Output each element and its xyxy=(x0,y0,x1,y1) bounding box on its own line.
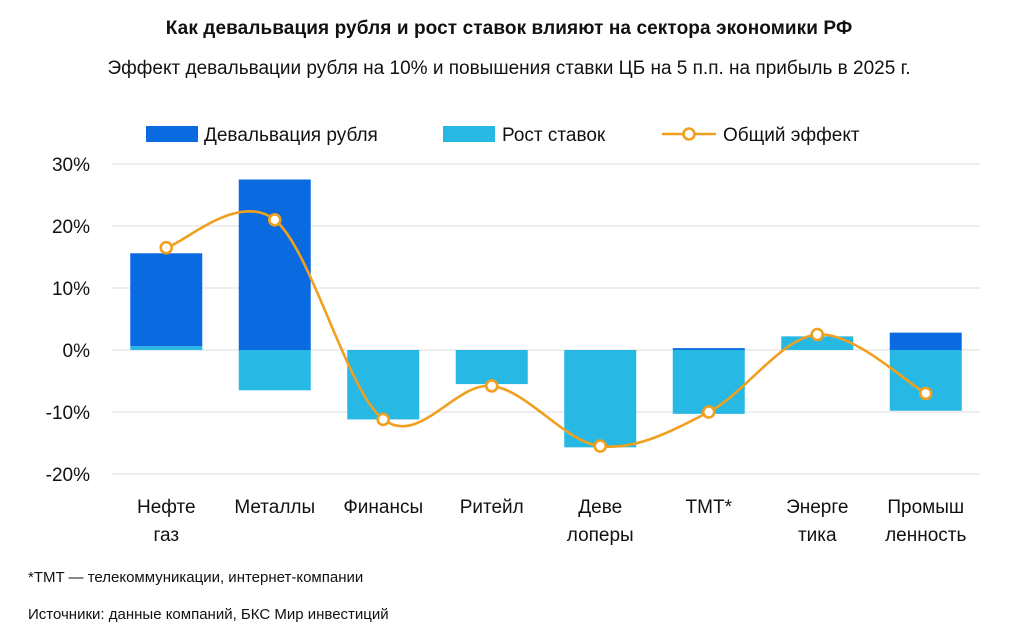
footnote-tmt: *TMT — телекоммуникации, интернет-компан… xyxy=(28,569,364,586)
legend-label-rates: Рост ставок xyxy=(502,125,606,146)
total-effect-point-3 xyxy=(376,412,391,427)
x-tick-label: Нефте xyxy=(137,497,196,518)
x-tick-label: Металлы xyxy=(234,497,315,518)
bars xyxy=(130,179,962,448)
x-tick-label: Промыш xyxy=(887,497,964,518)
legend-swatch-rates xyxy=(443,126,495,142)
x-tick-label: Финансы xyxy=(343,497,423,518)
bar-рост-ставок-2 xyxy=(238,350,311,391)
legend-swatch-devaluation xyxy=(146,126,198,142)
bar-рост-ставок-4 xyxy=(455,350,528,385)
total-effect-point-7 xyxy=(810,327,825,342)
legend: Девальвация рубля Рост ставок Общий эффект xyxy=(146,125,860,146)
total-effect-point-4 xyxy=(484,379,499,393)
x-tick-label: тика xyxy=(798,525,837,546)
x-axis: Нефте газ Металлы Финансы Ритейл Деве лоперы ТМ… xyxy=(137,497,967,546)
bar-девальвация-рубля-8 xyxy=(889,332,962,350)
total-effect-point-8 xyxy=(918,386,933,401)
legend-label-total: Общий эффект xyxy=(723,125,860,146)
x-tick-label: ТМТ* xyxy=(686,497,733,518)
legend-swatch-total-marker xyxy=(682,127,696,141)
x-tick-label: Энерге xyxy=(786,497,848,518)
x-tick-label: Ритейл xyxy=(460,497,524,518)
x-tick-label: ленность xyxy=(885,525,966,546)
total-effect-point-2 xyxy=(267,213,282,227)
x-tick-label: лоперы xyxy=(567,525,634,546)
bar-девальвация-рубля-2 xyxy=(238,179,311,350)
bar-рост-ставок-6 xyxy=(672,350,745,414)
bar-девальвация-рубля-6 xyxy=(672,348,745,350)
footnote-sources: Источники: данные компаний, БКС Мир инве… xyxy=(28,606,389,623)
bar-рост-ставок-8 xyxy=(889,350,962,411)
total-effect-point-1 xyxy=(159,240,174,255)
x-tick-label: Деве xyxy=(578,497,622,518)
y-tick-label: -10% xyxy=(46,403,90,424)
x-tick-label: газ xyxy=(153,525,179,546)
chart-title: Как девальвация рубля и рост ставок влия… xyxy=(165,18,853,39)
y-tick-label: 10% xyxy=(52,279,90,300)
total-effect-curve xyxy=(165,210,927,449)
bar-рост-ставок-1 xyxy=(130,346,203,350)
total-effect-point-5 xyxy=(593,439,608,453)
bar-девальвация-рубля-1 xyxy=(130,253,203,347)
y-tick-label: 0% xyxy=(63,341,91,362)
total-effect-point-6 xyxy=(701,405,716,419)
y-axis: 30% 20% 10% 0% -10% -20% xyxy=(46,155,90,486)
chart-subtitle: Эффект девальвации рубля на 10% и повыше… xyxy=(107,58,911,79)
legend-label-devaluation: Девальвация рубля xyxy=(204,125,378,146)
bar-рост-ставок-5 xyxy=(564,350,637,448)
y-tick-label: -20% xyxy=(46,465,90,486)
y-tick-label: 20% xyxy=(52,217,90,238)
y-tick-label: 30% xyxy=(52,155,90,176)
total-effect-line xyxy=(159,210,933,453)
